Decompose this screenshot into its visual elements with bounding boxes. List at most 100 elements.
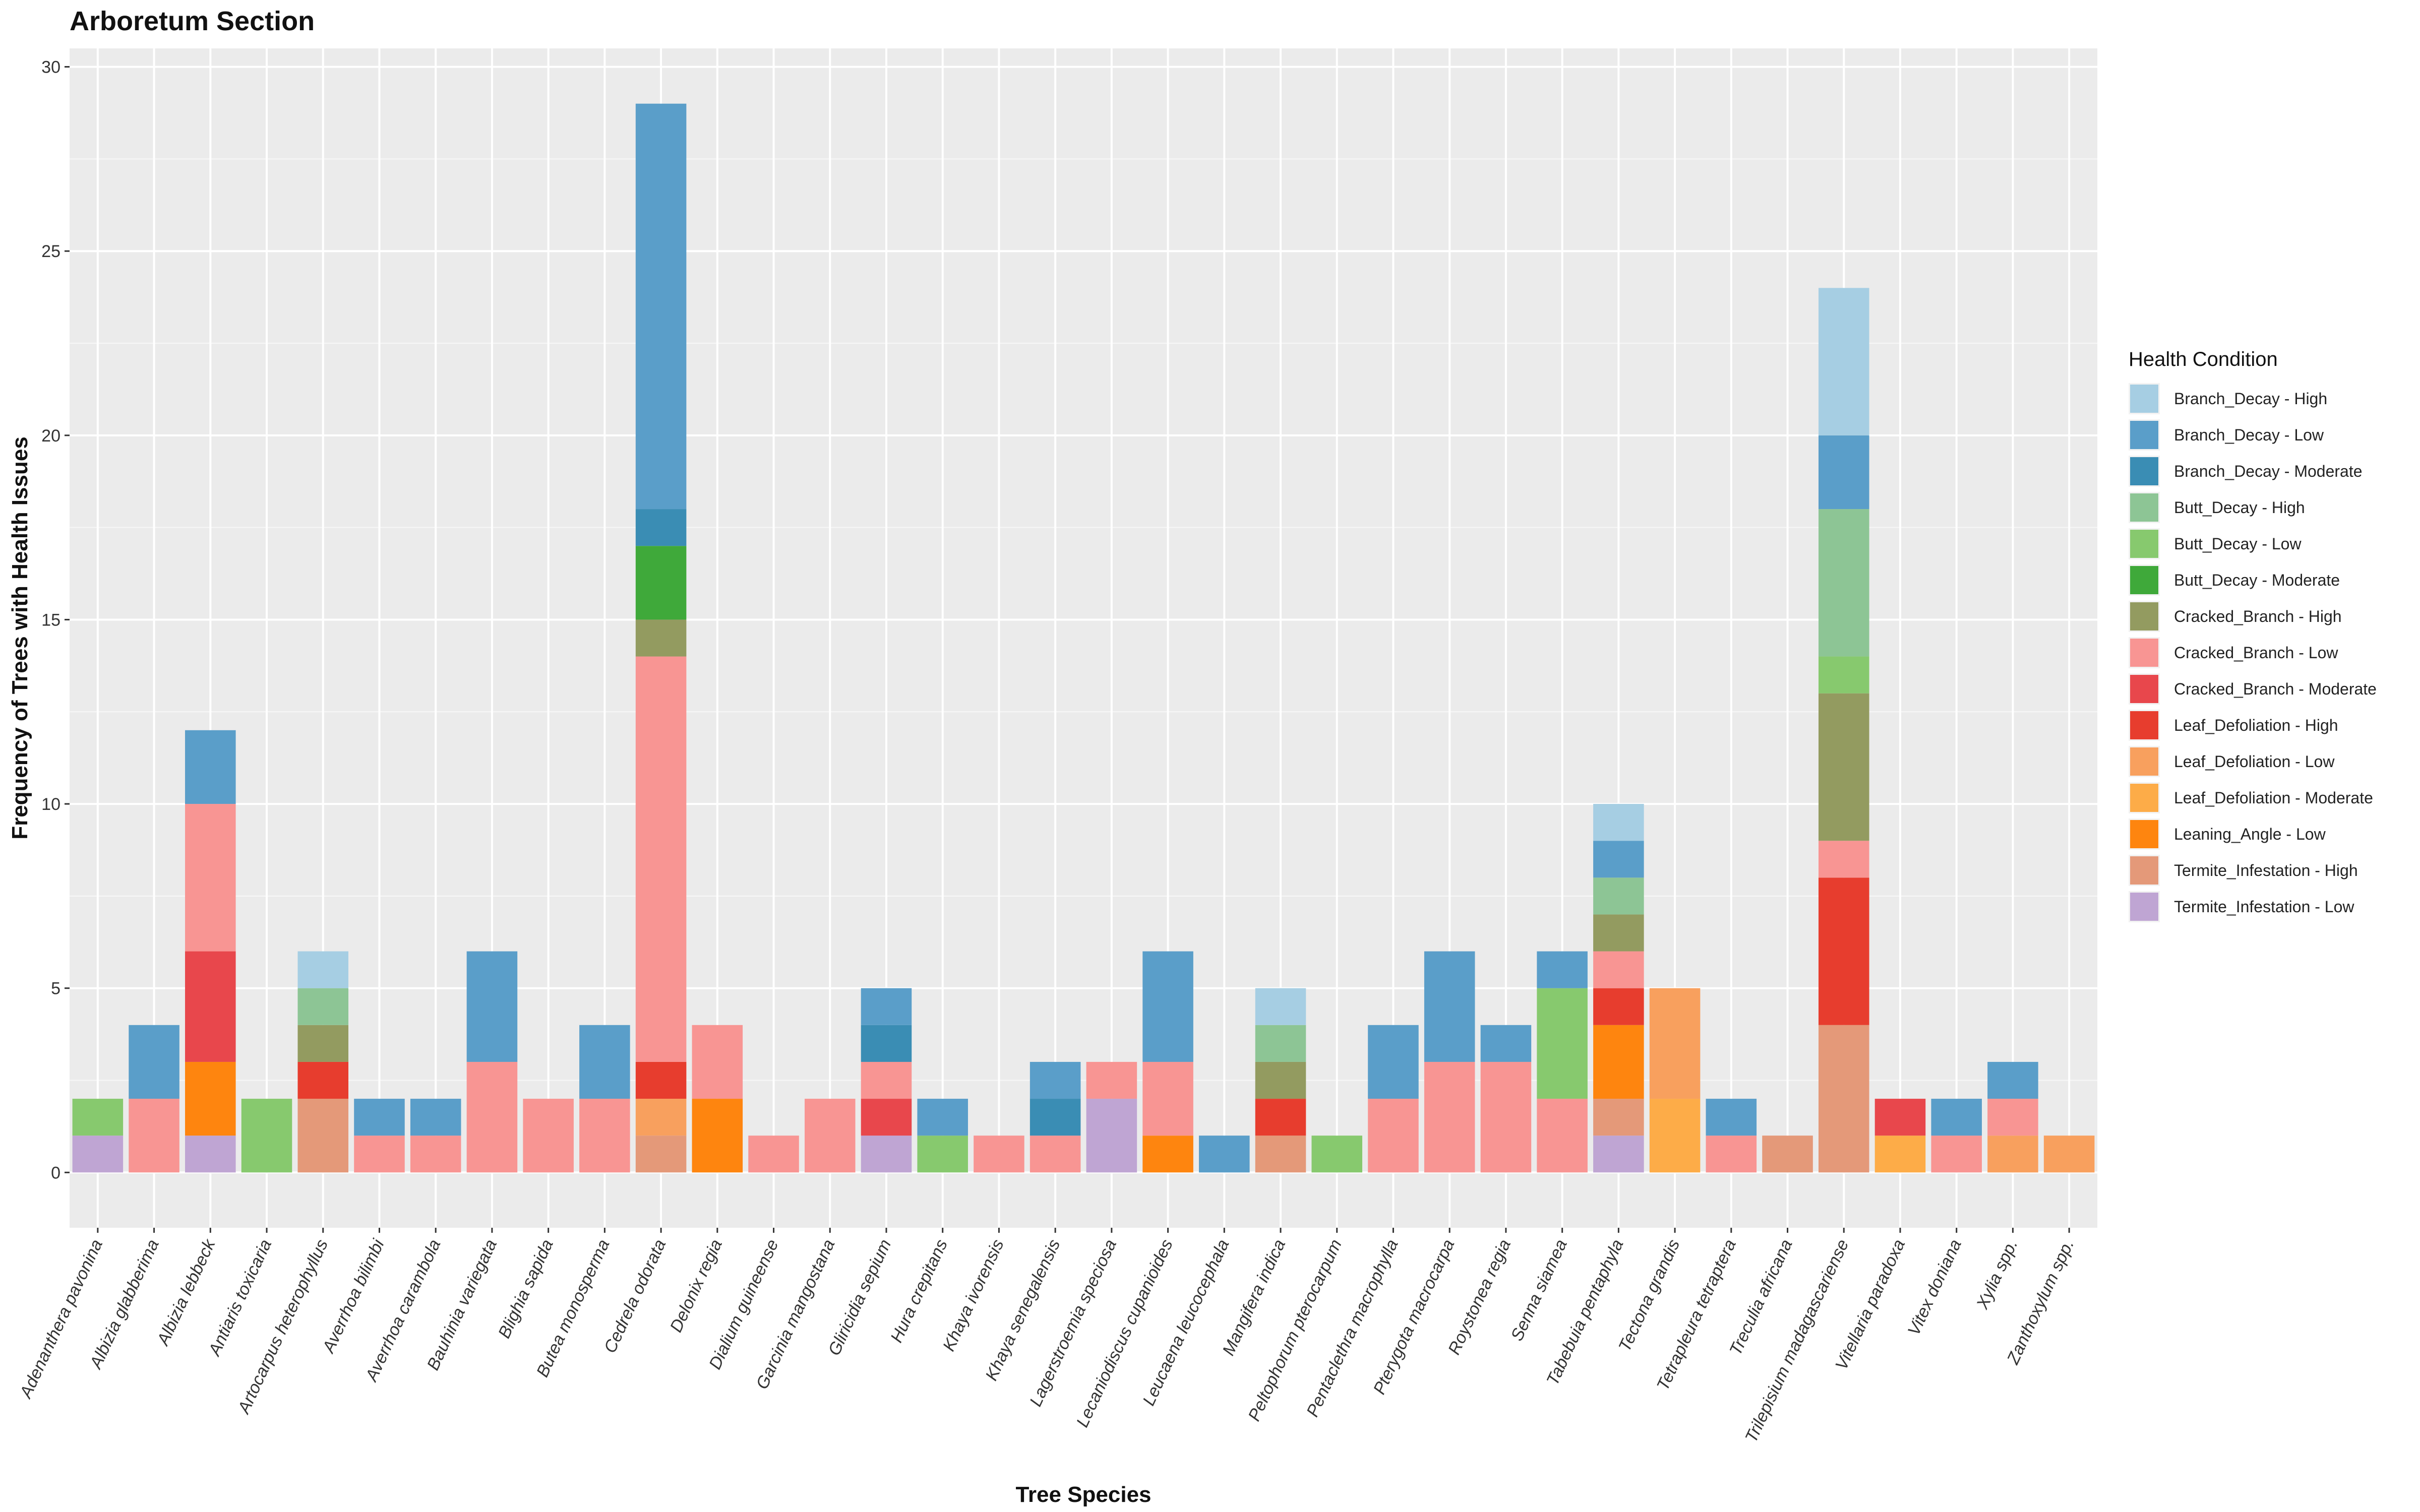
legend-swatch-leaning-angle-low [2130,820,2158,848]
bar-segment-artocarpus-heterophyllus-branch-decay-high [297,951,349,988]
bar-segment-tabebuia-pentaphyla-cracked-branch-low [1593,951,1644,988]
bar-segment-delonix-regia-cracked-branch-low [692,1025,743,1099]
bar-segment-lecaniodiscus-cupanioides-leaning-angle-low [1142,1136,1193,1173]
bar-segment-tabebuia-pentaphyla-termite-infestation-high [1593,1099,1644,1136]
bar-segment-trilepisium-madagascariense-butt-decay-high [1818,509,1869,657]
bar-segment-trilepisium-madagascariense-leaf-defoliation-high [1818,877,1869,1025]
bar-segment-vitellaria-paradoxa-cracked-branch-moderate [1874,1099,1926,1136]
bar-segment-lecaniodiscus-cupanioides-branch-decay-low [1142,951,1193,1062]
bar-segment-mangifera-indica-cracked-branch-high [1255,1061,1306,1099]
bar-segment-gliricidia-sepium-cracked-branch-low [861,1061,912,1099]
bar-segment-delonix-regia-leaning-angle-low [692,1099,743,1173]
y-tick-label: 30 [41,58,60,77]
bar-segment-mangifera-indica-branch-decay-high [1255,988,1306,1025]
y-tick-label: 10 [41,795,60,814]
bar-segment-averrhoa-carambola-cracked-branch-low [410,1136,461,1173]
legend-swatch-butt-decay-moderate [2130,566,2158,594]
bar-segment-pentaclethra-macrophylla-branch-decay-low [1368,1025,1419,1099]
bar-segment-adenanthera-pavonina-termite-infestation-low [72,1136,124,1173]
bar-segment-hura-crepitans-branch-decay-low [917,1099,968,1136]
bar-segment-albizia-lebbeck-cracked-branch-low [185,804,236,952]
bar-segment-zanthoxylum-spp-leaf-defoliation-low [2043,1136,2095,1173]
bar-segment-tabebuia-pentaphyla-butt-decay-high [1593,877,1644,915]
bar-segment-cedrela-odorata-branch-decay-low [635,103,687,510]
legend-label-cracked-branch-low: Cracked_Branch - Low [2174,644,2338,662]
bar-segment-trilepisium-madagascariense-branch-decay-low [1818,435,1869,510]
bar-segment-tetrapleura-tetraptera-cracked-branch-low [1706,1136,1757,1173]
bar-segment-mangifera-indica-termite-infestation-high [1255,1136,1306,1173]
bar-segment-senna-siamea-cracked-branch-low [1537,1099,1588,1173]
legend-label-leaf-defoliation-high: Leaf_Defoliation - High [2174,716,2338,734]
bar-segment-artocarpus-heterophyllus-termite-infestation-high [297,1099,349,1173]
bar-segment-albizia-lebbeck-branch-decay-low [185,730,236,804]
bar-segment-trilepisium-madagascariense-branch-decay-high [1818,288,1869,435]
bar-segment-albizia-glabberima-cracked-branch-low [129,1099,179,1173]
bar-segment-butea-monosperma-cracked-branch-low [579,1099,630,1173]
legend-label-cracked-branch-moderate: Cracked_Branch - Moderate [2174,680,2377,698]
bar-segment-gliricidia-sepium-cracked-branch-moderate [861,1099,912,1136]
legend-swatch-termite-infestation-low [2130,893,2158,921]
bar-segment-cedrela-odorata-cracked-branch-high [635,619,687,657]
legend-title: Health Condition [2129,348,2278,370]
legend-label-leaf-defoliation-moderate: Leaf_Defoliation - Moderate [2174,789,2373,807]
bar-segment-averrhoa-carambola-branch-decay-low [410,1099,461,1136]
y-tick-label: 5 [51,979,60,998]
bar-segment-artocarpus-heterophyllus-butt-decay-high [297,988,349,1025]
bar-segment-cedrela-odorata-branch-decay-moderate [635,509,687,546]
chart-title: Arboretum Section [70,6,315,36]
bar-segment-lagerstroemia-speciosa-cracked-branch-low [1086,1061,1137,1099]
legend-swatch-branch-decay-moderate [2130,457,2158,485]
bar-segment-tectona-grandis-leaf-defoliation-low [1649,988,1701,1099]
legend-swatch-butt-decay-low [2130,530,2158,558]
legend-swatch-termite-infestation-high [2130,856,2158,885]
bar-segment-tabebuia-pentaphyla-leaning-angle-low [1593,1025,1644,1099]
bar-segment-senna-siamea-butt-decay-low [1537,988,1588,1099]
legend-label-branch-decay-high: Branch_Decay - High [2174,390,2327,408]
bar-segment-gliricidia-sepium-branch-decay-moderate [861,1025,912,1062]
legend-label-butt-decay-moderate: Butt_Decay - Moderate [2174,571,2340,589]
bar-segment-albizia-lebbeck-termite-infestation-low [185,1136,236,1173]
bars [72,103,2095,1173]
y-axis-title: Frequency of Trees with Health Issues [8,436,32,840]
bar-segment-tabebuia-pentaphyla-branch-decay-low [1593,841,1644,878]
bar-segment-mangifera-indica-leaf-defoliation-high [1255,1099,1306,1136]
bar-segment-tabebuia-pentaphyla-leaf-defoliation-high [1593,988,1644,1025]
bar-segment-pterygota-macrocarpa-cracked-branch-low [1424,1061,1475,1173]
bar-segment-khaya-senegalensis-cracked-branch-low [1030,1136,1081,1173]
legend-swatch-cracked-branch-low [2130,639,2158,667]
y-tick-label: 0 [51,1163,60,1182]
bar-segment-trilepisium-madagascariense-cracked-branch-high [1818,693,1869,841]
bar-segment-treculia-africana-termite-infestation-high [1762,1136,1813,1173]
bar-segment-trilepisium-madagascariense-cracked-branch-low [1818,841,1869,878]
bar-segment-vitex-doniana-cracked-branch-low [1931,1136,1982,1173]
legend-label-cracked-branch-high: Cracked_Branch - High [2174,607,2342,625]
bar-segment-xylia-spp-cracked-branch-low [1987,1099,2038,1136]
legend-label-termite-infestation-high: Termite_Infestation - High [2174,861,2358,879]
bar-segment-trilepisium-madagascariense-butt-decay-low [1818,656,1869,694]
y-tick-label: 20 [41,426,60,446]
legend: Health Condition Branch_Decay - High Bran… [2129,348,2377,922]
legend-label-termite-infestation-low: Termite_Infestation - Low [2174,898,2354,916]
y-axis: 0 5 10 15 20 25 30 [41,58,70,1182]
bar-segment-antiaris-toxicaria-butt-decay-low [241,1099,292,1173]
legend-swatch-cracked-branch-moderate [2130,675,2158,703]
bar-segment-trilepisium-madagascariense-termite-infestation-high [1818,1025,1869,1173]
bar-segment-cedrela-odorata-termite-infestation-high [635,1136,687,1173]
bar-segment-averrhoa-bilimbi-branch-decay-low [354,1099,405,1136]
bar-segment-roystonea-regia-branch-decay-low [1480,1025,1532,1062]
legend-label-branch-decay-moderate: Branch_Decay - Moderate [2174,462,2363,480]
bar-segment-khaya-senegalensis-branch-decay-low [1030,1061,1081,1099]
bar-segment-mangifera-indica-butt-decay-high [1255,1025,1306,1062]
bar-segment-khaya-ivorensis-cracked-branch-low [974,1136,1024,1173]
legend-swatch-butt-decay-high [2130,493,2158,522]
legend-label-butt-decay-high: Butt_Decay - High [2174,498,2305,517]
bar-segment-bauhinia-variegata-cracked-branch-low [466,1061,518,1173]
bar-segment-albizia-lebbeck-leaning-angle-low [185,1061,236,1136]
bar-segment-hura-crepitans-butt-decay-low [917,1136,968,1173]
bar-segment-leucaena-leucocephala-branch-decay-low [1199,1136,1250,1173]
legend-swatch-leaf-defoliation-moderate [2130,784,2158,812]
bar-segment-cedrela-odorata-butt-decay-moderate [635,546,687,620]
bar-segment-cedrela-odorata-leaf-defoliation-low [635,1099,687,1136]
bar-segment-pentaclethra-macrophylla-cracked-branch-low [1368,1099,1419,1173]
y-tick-label: 25 [41,242,60,261]
